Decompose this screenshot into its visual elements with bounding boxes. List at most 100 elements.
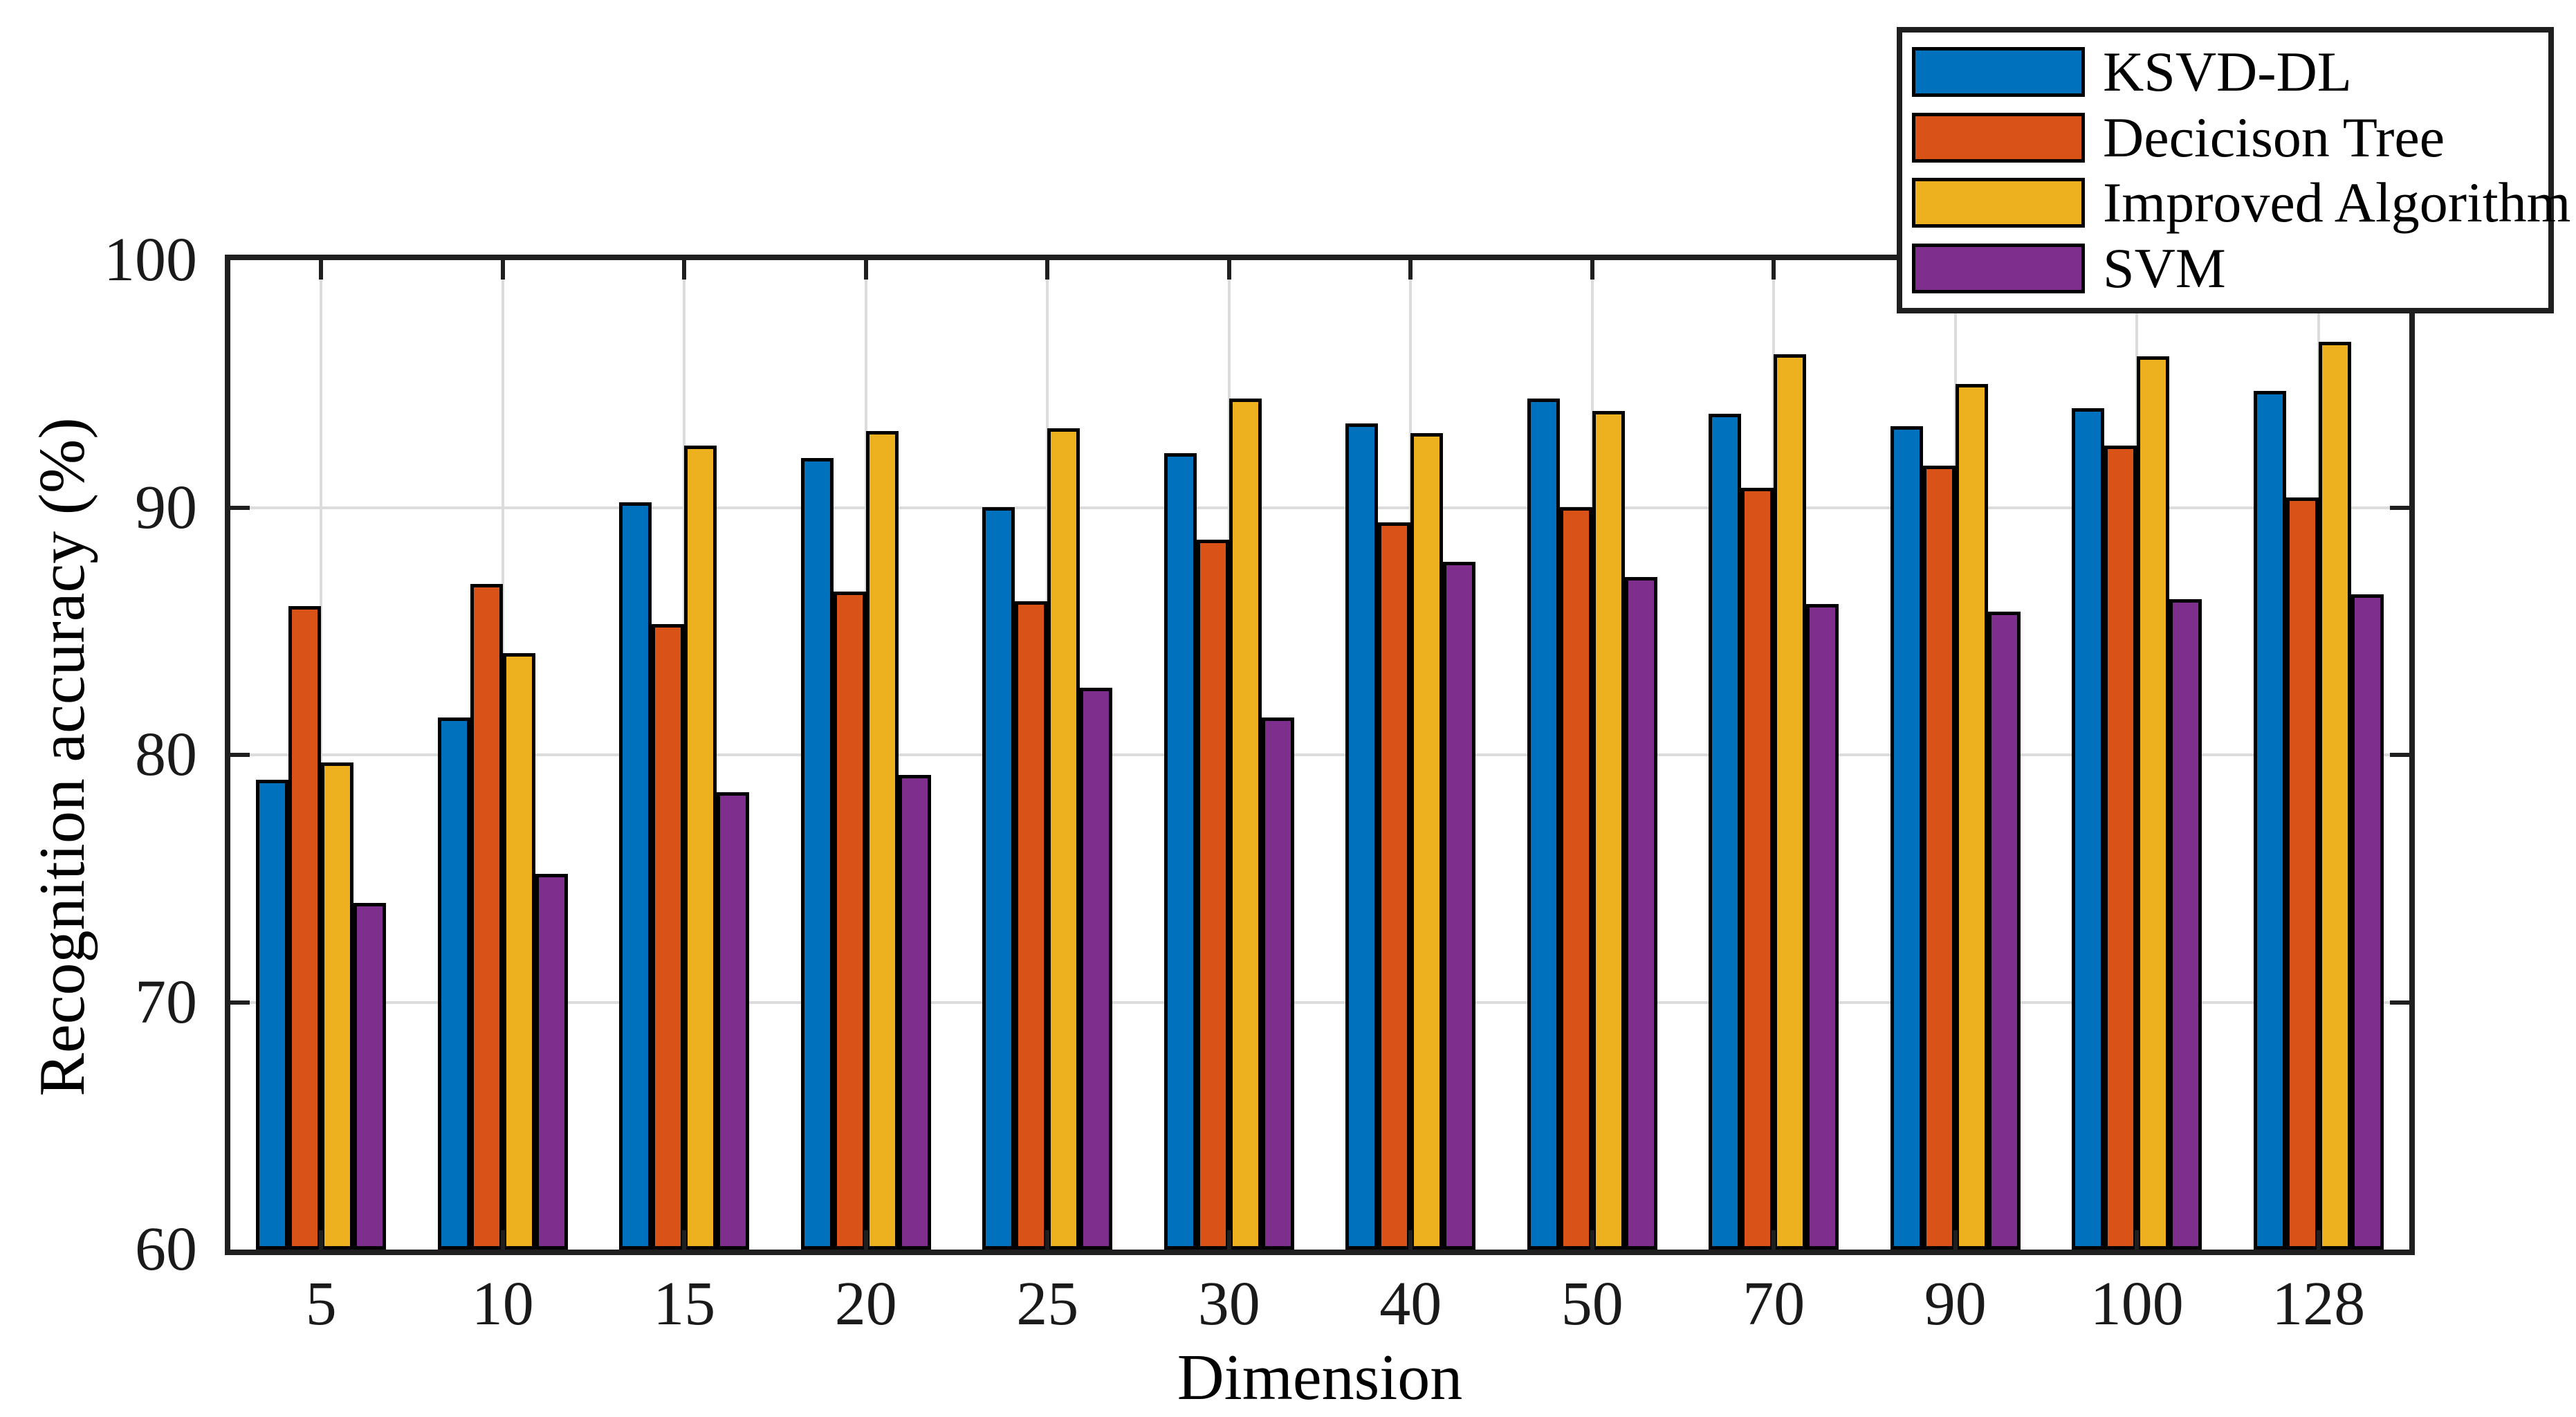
bar-improved-algorithm <box>684 446 717 1250</box>
bar-svm <box>1261 717 1294 1250</box>
bar-groups-layer <box>230 260 2409 1250</box>
gridline-horizontal <box>230 753 2409 756</box>
y-tick-label: 70 <box>135 967 197 1036</box>
bar-group-100 <box>2046 260 2228 1250</box>
bar-improved-algorithm <box>1592 411 1625 1250</box>
bar-ksvd-dl <box>1527 399 1560 1250</box>
bar-group-90 <box>1865 260 2047 1250</box>
y-tick-mark <box>230 753 250 757</box>
y-tick-mark <box>2390 753 2409 757</box>
bar-improved-algorithm <box>502 653 535 1250</box>
x-tick-mark <box>2316 1230 2321 1250</box>
bar-group-15 <box>594 260 775 1250</box>
bar-decicison-tree <box>1015 601 1048 1250</box>
x-tick-mark <box>1408 260 1413 280</box>
bar-ksvd-dl <box>437 717 470 1250</box>
bar-improved-algorithm <box>1774 354 1807 1250</box>
legend-swatch-ksvd-dl <box>1912 47 2085 98</box>
legend-row: Decicison Tree <box>1912 109 2548 166</box>
x-tick-mark <box>2135 1230 2140 1250</box>
y-tick-mark <box>2390 1000 2409 1005</box>
bar-ksvd-dl <box>982 507 1015 1250</box>
y-tick-label: 100 <box>104 226 197 294</box>
x-tick-mark <box>1953 1230 1958 1250</box>
x-tick-mark <box>863 1230 868 1250</box>
bar-improved-algorithm <box>1955 384 1988 1250</box>
bar-ksvd-dl <box>2072 408 2105 1250</box>
x-tick-mark <box>1226 260 1231 280</box>
legend-row: SVM <box>1912 236 2548 300</box>
bar-svm <box>1443 562 1476 1250</box>
bar-ksvd-dl <box>1890 426 1923 1250</box>
bar-ksvd-dl <box>2253 391 2286 1250</box>
legend-swatch-decicison-tree <box>1912 112 2085 163</box>
x-tick-mark <box>319 1230 324 1250</box>
x-tick-mark <box>682 1230 687 1250</box>
gridline-horizontal <box>230 506 2409 509</box>
x-tick-mark <box>1408 1230 1413 1250</box>
bar-improved-algorithm <box>321 762 354 1250</box>
legend-label: Improved Algorithm <box>2103 171 2571 235</box>
bar-decicison-tree <box>652 624 685 1250</box>
x-tick-mark <box>1772 260 1776 280</box>
bar-svm <box>898 775 931 1250</box>
bar-svm <box>1080 688 1113 1250</box>
bar-svm <box>1806 604 1839 1250</box>
bar-decicison-tree <box>2285 497 2319 1250</box>
bar-improved-algorithm <box>1047 428 1080 1250</box>
legend: KSVD-DL Decicison Tree Improved Algorithm S… <box>1897 27 2570 313</box>
bar-decicison-tree <box>1741 488 1774 1250</box>
bar-group-5 <box>230 260 412 1250</box>
x-tick-mark <box>682 260 687 280</box>
x-tick-label: 128 <box>2272 1270 2366 1338</box>
x-tick-mark <box>1590 1230 1594 1250</box>
bar-ksvd-dl <box>1345 423 1379 1250</box>
legend-swatch-improved-algorithm <box>1912 178 2085 228</box>
legend-label: KSVD-DL <box>2103 40 2352 104</box>
x-tick-mark <box>1590 260 1594 280</box>
legend-swatch-svm <box>1912 243 2085 293</box>
plot-area <box>225 255 2415 1255</box>
x-tick-mark <box>863 260 868 280</box>
bar-svm <box>1624 577 1657 1250</box>
y-tick-mark <box>2390 505 2409 510</box>
bar-svm <box>1987 612 2021 1250</box>
x-tick-label: 10 <box>471 1270 534 1338</box>
bar-group-30 <box>1139 260 1321 1250</box>
y-tick-label: 80 <box>135 720 197 789</box>
bar-improved-algorithm <box>1410 433 1444 1250</box>
x-tick-mark <box>1226 1230 1231 1250</box>
bar-group-40 <box>1320 260 1502 1250</box>
x-tick-mark <box>319 260 324 280</box>
bar-group-25 <box>957 260 1139 1250</box>
bar-group-20 <box>775 260 957 1250</box>
x-tick-mark <box>1045 1230 1050 1250</box>
bar-ksvd-dl <box>256 780 289 1250</box>
bar-ksvd-dl <box>1163 453 1197 1250</box>
x-tick-mark <box>500 1230 505 1250</box>
y-tick-label: 90 <box>135 473 197 542</box>
y-tick-label: 60 <box>135 1215 197 1283</box>
x-tick-mark <box>500 260 505 280</box>
y-tick-mark <box>230 1000 250 1005</box>
bar-decicison-tree <box>1196 540 1229 1250</box>
bar-ksvd-dl <box>619 502 652 1250</box>
x-tick-label: 25 <box>1016 1270 1079 1338</box>
legend-label: Decicison Tree <box>2103 105 2445 169</box>
legend-label: SVM <box>2103 236 2226 300</box>
gridline-vertical <box>320 260 323 1250</box>
bar-improved-algorithm <box>2318 342 2351 1250</box>
bar-group-70 <box>1683 260 1865 1250</box>
x-tick-label: 30 <box>1197 1270 1260 1338</box>
bar-svm <box>717 792 750 1250</box>
x-tick-mark <box>1045 260 1050 280</box>
bar-svm <box>353 903 387 1250</box>
x-tick-label: 100 <box>2090 1270 2184 1338</box>
bar-decicison-tree <box>288 606 322 1250</box>
bar-group-10 <box>412 260 594 1250</box>
bar-improved-algorithm <box>1229 399 1262 1250</box>
bar-improved-algorithm <box>865 431 899 1250</box>
bar-decicison-tree <box>1559 507 1592 1250</box>
bar-group-128 <box>2228 260 2410 1250</box>
